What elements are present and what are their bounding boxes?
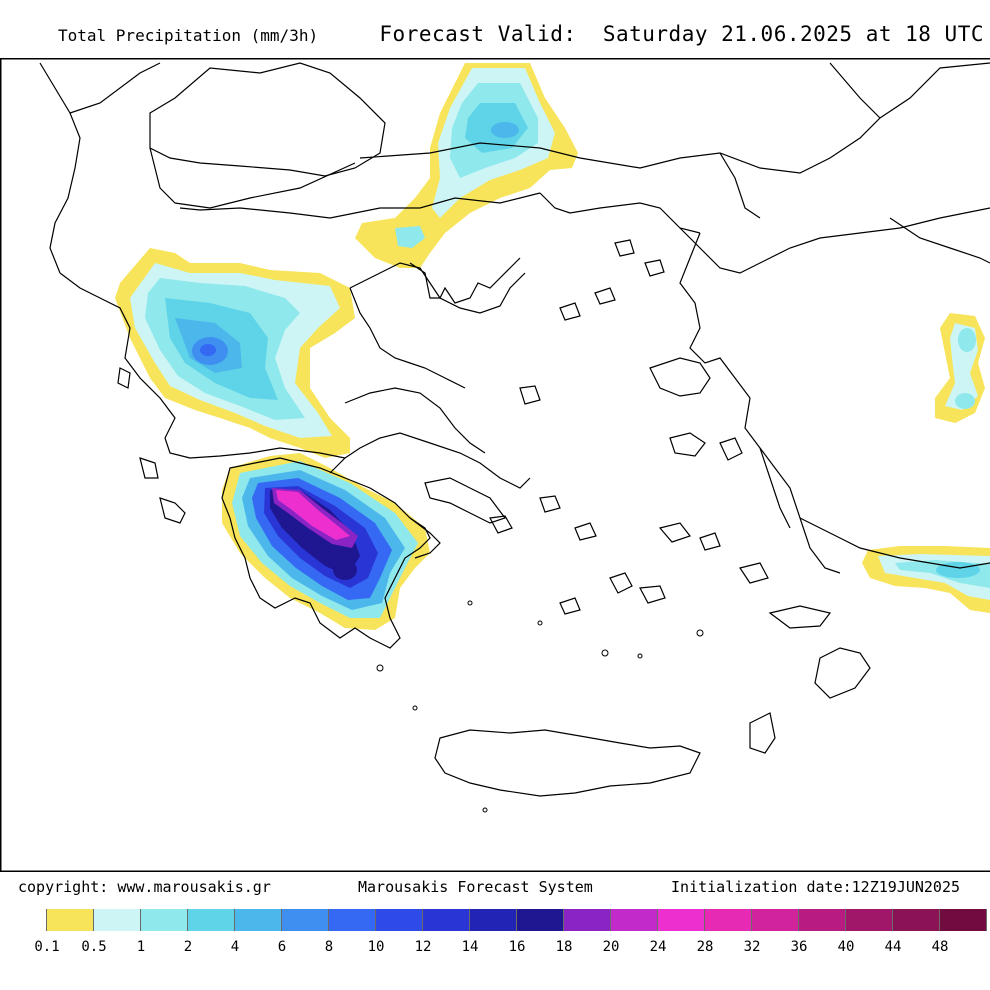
- legend-swatch: [517, 909, 564, 931]
- legend-swatch: [658, 909, 705, 931]
- legend-tick-label: 28: [696, 939, 714, 955]
- legend-swatch: [329, 909, 376, 931]
- legend-tick-label: 16: [508, 939, 526, 955]
- legend-swatch: [188, 909, 235, 931]
- legend-swatch: [705, 909, 752, 931]
- map-canvas: [0, 58, 990, 872]
- precip-area-bulgaria: [355, 63, 578, 268]
- legend-swatch: [799, 909, 846, 931]
- legend-swatch: [94, 909, 141, 931]
- legend-swatch: [0, 909, 47, 931]
- initialization-date: Initialization date:12Z19JUN2025: [671, 878, 960, 896]
- legend-swatch: [235, 909, 282, 931]
- legend-tick-label: 48: [931, 939, 949, 955]
- legend-swatch: [376, 909, 423, 931]
- legend-tick-label: 40: [837, 939, 855, 955]
- legend-tick-label: 18: [555, 939, 573, 955]
- legend-tick-label: 32: [743, 939, 761, 955]
- header: Total Precipitation (mm/3h) Forecast Val…: [0, 0, 990, 58]
- precip-area-epirus: [115, 248, 355, 458]
- legend-tick-label: 1: [136, 939, 146, 955]
- copyright-text: copyright: www.marousakis.gr: [18, 878, 271, 896]
- legend-tick-label: 36: [790, 939, 808, 955]
- coastlines: [39, 62, 990, 797]
- small-islands: [376, 600, 704, 813]
- system-name: Marousakis Forecast System: [358, 878, 593, 896]
- legend-tick-label: 10: [367, 939, 385, 955]
- legend-tick-label: 8: [324, 939, 334, 955]
- legend-tick-label: 0.1: [34, 939, 60, 955]
- legend-swatch: [423, 909, 470, 931]
- footer: copyright: www.marousakis.gr Marousakis …: [0, 872, 990, 906]
- legend-tick-label: 2: [183, 939, 193, 955]
- legend-tick-label: 4: [230, 939, 240, 955]
- legend-swatch: [470, 909, 517, 931]
- legend-tick-label: 12: [414, 939, 432, 955]
- color-legend: 0.1 0.5 1 2 4 6 8 10 12 14 16 18 20 24 28 32 36 40 44 48: [0, 909, 990, 990]
- legend-swatch: [940, 909, 987, 931]
- legend-tick-label: 14: [461, 939, 479, 955]
- legend-swatch: [564, 909, 611, 931]
- legend-swatch: [282, 909, 329, 931]
- legend-swatch: [47, 909, 94, 931]
- precip-area-w-turkey: [935, 313, 985, 423]
- legend-tick-label: 24: [649, 939, 667, 955]
- legend-swatch: [893, 909, 940, 931]
- precipitation-map[interactable]: [0, 58, 990, 872]
- forecast-valid-time: Forecast Valid: Saturday 21.06.2025 at 1…: [379, 22, 984, 46]
- legend-tick-label: 0.5: [81, 939, 107, 955]
- legend-swatch: [846, 909, 893, 931]
- color-bar: [0, 909, 987, 931]
- precip-area-peloponnese: [222, 453, 430, 630]
- legend-swatch: [752, 909, 799, 931]
- legend-swatch: [141, 909, 188, 931]
- legend-tick-label: 6: [277, 939, 287, 955]
- legend-tick-label: 20: [602, 939, 620, 955]
- legend-tick-label: 44: [884, 939, 902, 955]
- map-title: Total Precipitation (mm/3h): [58, 26, 319, 45]
- legend-swatch: [611, 909, 658, 931]
- legend-ticks: 0.1 0.5 1 2 4 6 8 10 12 14 16 18 20 24 28 32 36 40 44 48: [0, 939, 990, 963]
